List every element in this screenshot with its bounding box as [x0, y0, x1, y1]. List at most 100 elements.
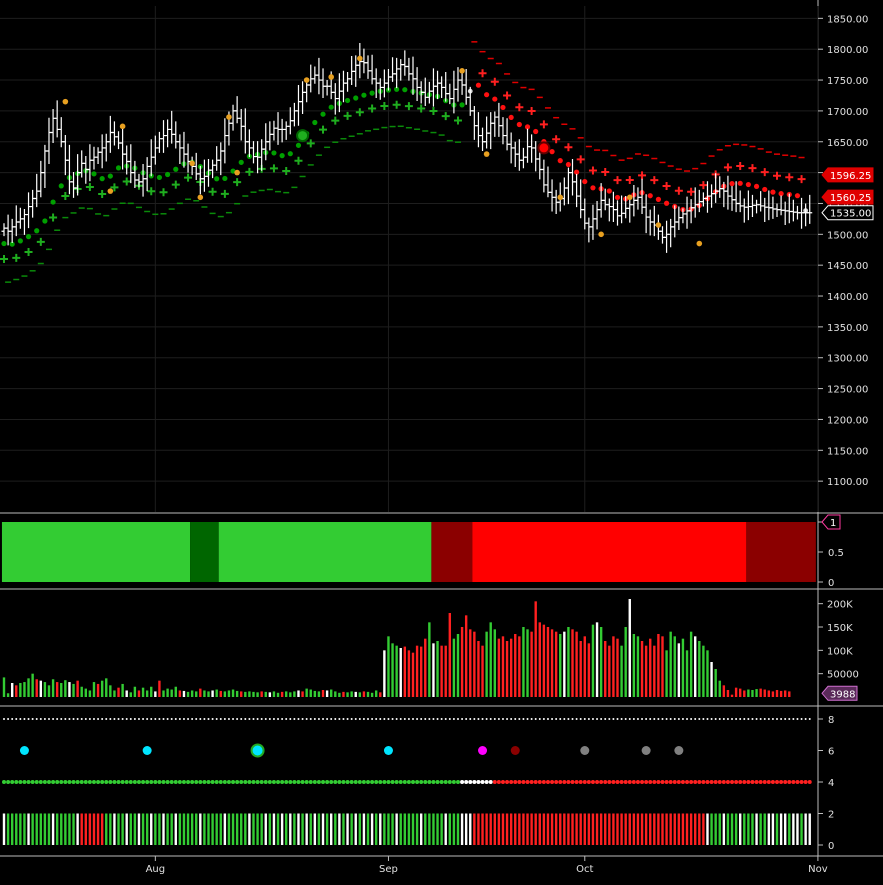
volume-badge: 3988 — [821, 685, 858, 701]
level-dot — [796, 718, 799, 720]
volume-bar — [763, 689, 766, 697]
signal-bar — [616, 813, 619, 845]
ohlc-bar — [529, 134, 535, 163]
badge-shape — [821, 189, 874, 205]
signal-tick-label: 6 — [828, 747, 834, 758]
ohlc-bar — [152, 135, 158, 165]
trend-dot — [91, 171, 97, 177]
volume-bar — [493, 629, 496, 697]
ohlc-bar — [762, 197, 768, 222]
signal-bar — [771, 813, 775, 845]
ohlc-bar — [443, 72, 449, 102]
level-dot — [313, 718, 316, 720]
date-tick-label: Nov — [808, 864, 828, 875]
trend-cross — [61, 192, 70, 201]
trend-dot — [149, 780, 154, 784]
volume-bar — [109, 685, 112, 697]
signal-bar — [734, 813, 738, 845]
trend-dot — [443, 780, 448, 784]
volume-bar — [203, 690, 206, 697]
volume-bar — [440, 645, 443, 697]
trend-cross — [588, 166, 597, 175]
trend-dot — [51, 780, 56, 784]
level-dot — [444, 718, 447, 720]
trend-cross — [490, 77, 499, 86]
level-dot — [191, 718, 194, 720]
signal-bar — [673, 813, 676, 845]
volume-bar — [714, 669, 717, 697]
signal-bar — [141, 813, 145, 845]
signal-bar — [162, 813, 165, 845]
trend-cross — [453, 116, 462, 125]
pivot-marker — [626, 194, 633, 201]
volume-bar — [677, 643, 681, 697]
trend-dot — [778, 191, 784, 197]
ohlc-bar — [91, 146, 97, 170]
level-dot — [297, 718, 300, 720]
trend-dot — [701, 780, 706, 784]
level-dot — [465, 718, 468, 720]
trend-dot — [349, 780, 354, 784]
trend-dot — [668, 780, 673, 784]
trend-dot — [161, 780, 166, 784]
volume-bar — [39, 680, 43, 697]
level-dot — [236, 718, 239, 720]
ohlc-bar — [504, 118, 510, 151]
volume-bar — [497, 638, 501, 697]
trend-dot — [235, 780, 240, 784]
trend-cross — [601, 168, 610, 177]
volume-bar — [272, 691, 276, 697]
state-segment — [431, 522, 473, 582]
price-tick-label: 1100.00 — [827, 477, 868, 488]
trend-dot — [34, 228, 40, 234]
level-dot — [493, 718, 496, 720]
trend-dot — [558, 780, 563, 784]
trend-dot — [615, 780, 620, 784]
ohlc-bar — [279, 118, 285, 143]
ohlc-bar — [488, 112, 494, 150]
ohlc-bar — [647, 209, 653, 236]
ohlc-bar — [99, 134, 105, 169]
level-dot — [518, 718, 521, 720]
level-dot — [751, 718, 754, 720]
trend-dot — [345, 780, 350, 784]
level-dot — [551, 718, 554, 720]
level-dot — [268, 718, 271, 720]
level-dot — [681, 718, 684, 720]
trend-dot — [292, 780, 297, 784]
ohlc-bar — [774, 203, 780, 218]
volume-panel: 200K 150K 100K 50000 3988 — [2, 599, 859, 701]
trend-dot — [271, 150, 277, 156]
signal-tick-label: 4 — [828, 778, 834, 789]
trend-cross — [98, 190, 107, 199]
trend-dot — [190, 780, 195, 784]
signal-bar — [317, 813, 321, 845]
level-dot — [530, 718, 533, 720]
trend-dot — [230, 168, 236, 174]
ohlc-bar — [635, 187, 641, 210]
pivot-marker — [483, 151, 490, 157]
signal-bar — [522, 813, 525, 845]
signal-bar — [84, 813, 87, 845]
trend-dot — [63, 780, 68, 784]
volume-bar — [55, 682, 59, 697]
signal-bar — [166, 813, 169, 845]
signal-bar — [788, 813, 791, 845]
trend-dot — [145, 780, 150, 784]
trend-dot — [606, 188, 612, 194]
trend-dot — [803, 780, 808, 784]
volume-bar — [64, 680, 67, 697]
signal-bar — [170, 813, 173, 845]
volume-bar — [636, 636, 640, 697]
ohlc-bar — [62, 134, 68, 176]
level-dot — [522, 718, 525, 720]
trend-cross — [343, 111, 352, 120]
ohlc-bar — [729, 186, 735, 211]
volume-bar — [546, 627, 550, 697]
trend-dot — [455, 780, 460, 784]
ohlc-bar — [246, 129, 252, 158]
level-dot — [420, 718, 423, 720]
level-dot — [72, 718, 75, 720]
signal-bar — [579, 813, 582, 845]
trend-dot — [276, 780, 281, 784]
